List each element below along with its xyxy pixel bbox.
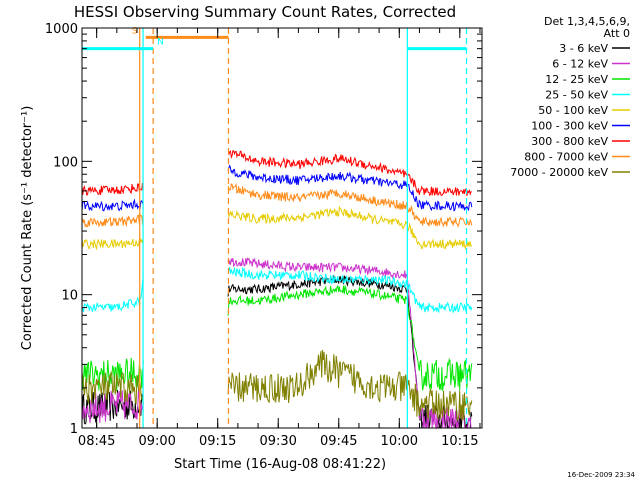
- x-tick-label-6: 10:15: [441, 434, 478, 449]
- y-axis-label: Corrected Count Rate (s⁻¹ detector⁻¹): [20, 106, 35, 351]
- legend-label-1: 6 - 12 keV: [552, 58, 608, 71]
- series-line-8-seg-0: [81, 370, 144, 405]
- legend-label-5: 100 - 300 keV: [531, 120, 608, 133]
- series-line-1-seg-1: [227, 257, 472, 430]
- series-line-1-seg-0: [81, 388, 144, 423]
- series-line-6-seg-0: [81, 182, 144, 196]
- x-tick-label-5: 10:00: [381, 434, 418, 449]
- legend: Det 1,3,4,5,6,9,Att 0 3 - 6 keV 6 - 12 keV…: [510, 15, 630, 179]
- legend-label-8: 7000 - 20000 keV: [510, 166, 608, 179]
- legend-label-3: 25 - 50 keV: [545, 89, 608, 102]
- y-tick-label-2: 100: [53, 155, 78, 170]
- x-tick-label-1: 09:00: [138, 434, 175, 449]
- legend-label-4: 50 - 100 keV: [538, 104, 608, 117]
- series-line-7-seg-0: [81, 213, 144, 228]
- legend-title-line-0: Det 1,3,4,5,6,9,: [544, 15, 630, 28]
- axes: 1 10 100 1000 08:45 09:00 09:15 09:30 09:45 10:00…: [45, 22, 483, 449]
- legend-label-6: 300 - 800 keV: [531, 135, 608, 148]
- footer-date: 16-Dec-2009 23:34: [567, 471, 635, 479]
- plot-frame: [81, 27, 483, 429]
- series-line-3-seg-1: [227, 266, 473, 314]
- series-line-7-seg-1: [227, 182, 473, 228]
- legend-label-7: 800 - 7000 keV: [524, 151, 608, 164]
- x-tick-label-4: 09:45: [320, 434, 357, 449]
- series-line-5-seg-1: [227, 164, 473, 212]
- series-line-0-seg-1: [227, 274, 473, 429]
- x-tick-label-0: 08:45: [78, 434, 115, 449]
- legend-label-0: 3 - 6 keV: [559, 42, 608, 55]
- legend-title-line-1: Att 0: [604, 27, 630, 40]
- series-line-4-seg-0: [81, 237, 144, 251]
- x-tick-label-3: 09:30: [259, 434, 296, 449]
- series-line-6-seg-1: [227, 150, 472, 197]
- series-line-5-seg-0: [81, 198, 144, 212]
- legend-label-2: 12 - 25 keV: [545, 73, 608, 86]
- x-tick-label-2: 09:15: [199, 434, 236, 449]
- series-line-2-seg-0: [81, 357, 144, 391]
- y-tick-label-0: 1: [70, 422, 78, 437]
- series-line-8-seg-1: [227, 349, 473, 422]
- flag-label-n: N: [157, 38, 164, 48]
- x-axis-label: Start Time (16-Aug-08 08:41:22): [174, 457, 386, 472]
- series-line-4-seg-1: [227, 205, 472, 250]
- series-line-3-seg-0: [81, 277, 144, 313]
- y-tick-label-1: 10: [61, 289, 78, 304]
- flag-label-s: S: [132, 26, 138, 36]
- plot-area: SN: [81, 26, 473, 430]
- chart-title: HESSI Observing Summary Count Rates, Cor…: [74, 3, 456, 21]
- series-line-2-seg-1: [227, 284, 473, 391]
- y-tick-label-3: 1000: [45, 22, 78, 37]
